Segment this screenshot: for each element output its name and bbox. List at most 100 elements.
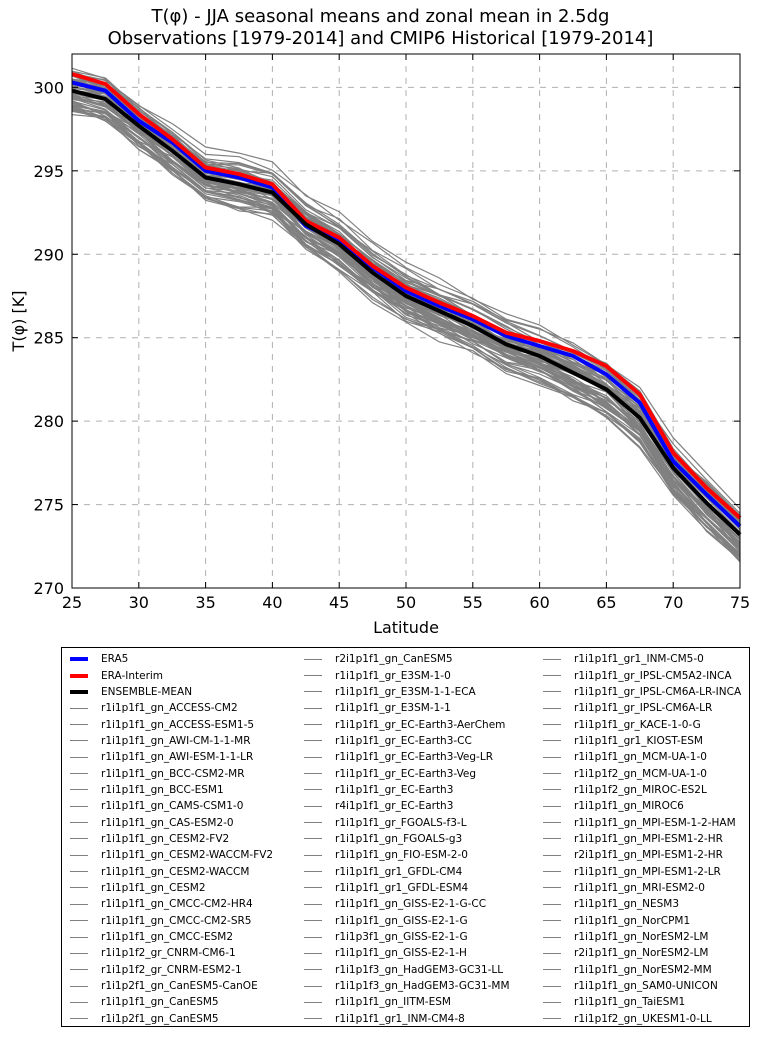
- legend-swatch: [543, 756, 561, 758]
- legend-swatch: [543, 969, 561, 971]
- model-series-line: [72, 96, 740, 556]
- legend-entry: ENSEMBLE-MEAN: [70, 684, 273, 700]
- x-tick-label: 65: [596, 593, 616, 612]
- legend-swatch: [543, 985, 561, 987]
- legend-label: r4i1p1f1_gr_EC-Earth3: [335, 800, 454, 813]
- legend-swatch: [70, 740, 88, 742]
- legend-entry: r1i1p2f1_gn_CanESM5-CanOE: [70, 978, 273, 994]
- legend-entry: r1i1p1f1_gn_BCC-ESM1: [70, 782, 273, 798]
- legend-entry: r1i1p1f1_gr_IPSL-CM5A2-INCA: [543, 667, 741, 683]
- legend-label: r1i1p1f1_gr_EC-Earth3-Veg: [335, 767, 477, 780]
- legend-swatch: [543, 740, 561, 742]
- legend-swatch: [70, 903, 88, 905]
- legend-label: r1i1p1f1_gn_ACCESS-ESM1-5: [101, 718, 255, 731]
- legend-label: r1i1p1f1_gr_E3SM-1-1-ECA: [335, 685, 476, 698]
- legend-swatch: [304, 707, 322, 709]
- legend-entry: r1i1p1f1_gn_NorCPM1: [543, 913, 741, 929]
- legend-entry: r1i1p1f1_gn_BCC-CSM2-MR: [70, 765, 273, 781]
- model-series-line: [72, 109, 740, 562]
- legend-label: r1i1p1f1_gn_IITM-ESM: [335, 996, 451, 1009]
- legend-swatch: [304, 854, 322, 856]
- legend-label: r1i1p1f1_gr1_GFDL-CM4: [335, 865, 463, 878]
- x-tick-label: 55: [463, 593, 483, 612]
- legend-swatch: [543, 691, 561, 693]
- x-tick-label: 75: [730, 593, 750, 612]
- legend-label: r1i1p1f1_gr1_GFDL-ESM4: [335, 881, 469, 894]
- legend-swatch: [70, 1018, 88, 1020]
- x-axis-label: Latitude: [373, 618, 439, 637]
- x-tick-label: 45: [329, 593, 349, 612]
- legend-label: r1i1p1f1_gn_FGOALS-g3: [335, 832, 463, 845]
- y-tick-label: 285: [33, 329, 64, 348]
- legend-label: r1i1p1f1_gr1_KIOST-ESM: [574, 734, 703, 747]
- legend-swatch: [70, 773, 88, 775]
- legend-label: r1i1p1f1_gn_FIO-ESM-2-0: [335, 849, 468, 862]
- legend-swatch: [304, 1018, 322, 1020]
- legend-label: r1i1p1f1_gn_CMCC-CM2-HR4: [101, 898, 253, 911]
- legend-entry: r1i1p1f1_gn_MCM-UA-1-0: [543, 749, 741, 765]
- legend-label: r1i1p1f1_gn_MRI-ESM2-0: [574, 881, 705, 894]
- legend-label: r1i1p1f2_gn_MCM-UA-1-0: [574, 767, 707, 780]
- legend-label: r1i1p1f1_gn_BCC-CSM2-MR: [101, 767, 245, 780]
- legend-entry: r1i1p1f1_gn_MIROC6: [543, 798, 741, 814]
- legend-entry: r1i1p2f1_gn_CanESM5: [70, 1011, 273, 1027]
- legend-entry: r1i1p1f1_gn_AWI-CM-1-1-MR: [70, 733, 273, 749]
- legend-swatch: [70, 920, 88, 922]
- legend-swatch: [543, 1001, 561, 1003]
- legend-label: r2i1p1f1_gn_MPI-ESM1-2-HR: [574, 849, 723, 862]
- y-axis-label: T(φ) [K]: [9, 291, 28, 353]
- legend-entry: r1i1p1f1_gn_GISS-E2-1-H: [304, 945, 510, 961]
- legend-label: r1i1p1f1_gn_GISS-E2-1-G: [335, 914, 468, 927]
- y-tick-label: 300: [33, 78, 64, 97]
- legend-entry: r1i1p1f2_gn_MIROC-ES2L: [543, 782, 741, 798]
- legend-label: r1i1p1f1_gn_SAM0-UNICON: [574, 980, 718, 993]
- legend-entry: r1i1p1f1_gn_FIO-ESM-2-0: [304, 847, 510, 863]
- legend-swatch: [70, 673, 88, 678]
- legend-label: r1i1p1f1_gn_MPI-ESM1-2-HR: [574, 832, 723, 845]
- legend-swatch: [70, 756, 88, 758]
- legend-entry: r1i1p1f2_gr_CNRM-ESM2-1: [70, 962, 273, 978]
- legend-label: r1i1p1f3_gn_HadGEM3-GC31-LL: [335, 963, 504, 976]
- legend-label: r1i1p1f1_gn_MIROC6: [574, 800, 684, 813]
- y-tick-label: 275: [33, 496, 64, 515]
- y-tick-label: 290: [33, 245, 64, 264]
- legend-entry: r1i1p1f1_gr_IPSL-CM6A-LR-INCA: [543, 684, 741, 700]
- legend-label: r1i1p1f1_gn_MPI-ESM1-2-LR: [574, 865, 721, 878]
- legend-label: r1i1p1f3_gn_HadGEM3-GC31-MM: [335, 980, 510, 993]
- legend-swatch: [70, 969, 88, 971]
- legend-entry: r1i1p1f2_gr_CNRM-CM6-1: [70, 945, 273, 961]
- legend-swatch: [543, 675, 561, 677]
- legend-swatch: [70, 985, 88, 987]
- legend-swatch: [304, 691, 322, 693]
- legend-swatch: [70, 724, 88, 726]
- x-tick-label: 40: [262, 593, 282, 612]
- legend-swatch: [70, 1001, 88, 1003]
- legend-swatch: [70, 789, 88, 791]
- legend-swatch: [70, 838, 88, 840]
- legend-swatch: [304, 658, 322, 660]
- chart-title: T(φ) - JJA seasonal means and zonal mean…: [0, 6, 761, 50]
- legend-swatch: [70, 822, 88, 824]
- legend-label: r1i1p1f1_gn_NorESM2-MM: [574, 963, 712, 976]
- legend-label: r1i1p1f1_gn_NorESM2-LM: [574, 931, 709, 944]
- legend-label: r1i1p1f1_gr_FGOALS-f3-L: [335, 816, 467, 829]
- legend-entry: r1i1p1f1_gn_CanESM5: [70, 994, 273, 1010]
- legend-entry: r1i1p1f1_gn_MRI-ESM2-0: [543, 880, 741, 896]
- legend-swatch: [70, 871, 88, 873]
- legend-entry: r1i1p1f1_gn_NorESM2-LM: [543, 929, 741, 945]
- legend-label: r1i1p1f1_gr_E3SM-1-0: [335, 669, 451, 682]
- legend-entry: r1i1p1f1_gn_FGOALS-g3: [304, 831, 510, 847]
- legend-entry: r1i1p1f1_gn_CMCC-ESM2: [70, 929, 273, 945]
- legend-swatch: [304, 969, 322, 971]
- legend-entry: r1i1p1f1_gr_EC-Earth3-AerChem: [304, 716, 510, 732]
- legend-label: r1i1p1f1_gn_CMCC-ESM2: [101, 931, 234, 944]
- legend-entry: r2i1p1f1_gn_CanESM5: [304, 651, 510, 667]
- legend-entry: r4i1p1f1_gr_EC-Earth3: [304, 798, 510, 814]
- legend-entry: r1i1p1f1_gr_E3SM-1-1-ECA: [304, 684, 510, 700]
- legend-entry: r1i1p1f1_gr1_GFDL-CM4: [304, 863, 510, 879]
- legend-label: r1i1p1f1_gn_CMCC-CM2-SR5: [101, 914, 252, 927]
- legend-label: r1i1p1f1_gr1_INM-CM5-0: [574, 653, 704, 666]
- legend-swatch: [543, 952, 561, 954]
- legend-swatch: [304, 773, 322, 775]
